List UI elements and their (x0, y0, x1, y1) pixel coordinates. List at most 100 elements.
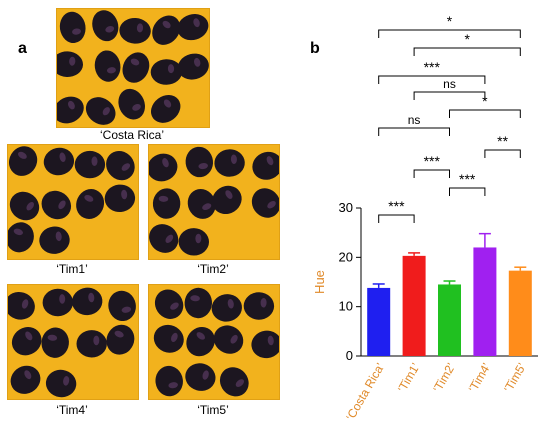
corn-kernel (149, 224, 179, 253)
corn-kernel (11, 327, 42, 356)
bar (367, 287, 391, 356)
caption-tim2: ‘Tim2’ (197, 262, 229, 276)
significance-bracket (378, 75, 486, 84)
significance-label: ns (408, 113, 421, 127)
significance-label: ns (443, 77, 456, 91)
photo-tim1 (7, 144, 139, 260)
significance-label: * (482, 93, 488, 109)
panel-b-label: b (310, 40, 320, 57)
corn-kernel (104, 184, 136, 213)
corn-kernel (41, 190, 72, 220)
corn-kernel (149, 153, 178, 182)
corn-kernel (85, 97, 116, 125)
significance-label: ** (497, 133, 508, 149)
corn-kernel (213, 325, 244, 354)
bar (438, 284, 461, 356)
x-tick-label: ‘Tim2’ (430, 361, 458, 395)
corn-kernel (72, 287, 103, 316)
caption-tim4: ‘Tim4’ (56, 403, 88, 417)
corn-kernel (184, 287, 213, 319)
y-tick-label: 0 (346, 348, 353, 363)
bar (402, 255, 426, 356)
corn-kernel (187, 188, 216, 219)
corn-kernel (185, 363, 216, 391)
photo-tim2 (148, 144, 280, 260)
significance-bracket (378, 127, 450, 136)
corn-kernel (251, 188, 279, 218)
y-tick-label: 10 (339, 299, 353, 314)
photo-costa-rica (56, 8, 210, 128)
corn-kernel (9, 146, 38, 176)
significance-bracket (378, 29, 521, 38)
corn-kernel (155, 365, 183, 397)
corn-kernel (252, 151, 279, 180)
corn-kernel (8, 222, 34, 253)
corn-kernel (122, 52, 150, 83)
significance-bracket (449, 109, 521, 118)
corn-kernel (219, 367, 249, 397)
corn-kernel (118, 88, 145, 120)
corn-kernel (152, 188, 181, 219)
significance-bracket (413, 169, 450, 178)
corn-kernel (152, 15, 181, 45)
corn-kernel (150, 59, 183, 85)
corn-kernel (211, 294, 242, 322)
corn-kernel (43, 147, 75, 176)
x-tick-label: ‘Tim5’ (501, 361, 529, 395)
corn-kernel (214, 149, 245, 177)
corn-kernel (106, 150, 135, 181)
corn-kernel (9, 191, 40, 221)
significance-label: *** (424, 59, 441, 75)
corn-kernel (76, 189, 105, 219)
significance-label: * (464, 31, 470, 47)
corn-kernel (59, 11, 86, 44)
corn-kernel (42, 288, 73, 317)
x-tick-label: ‘Tim1’ (395, 361, 423, 395)
caption-costa-rica: ‘Costa Rica’ (99, 128, 165, 142)
corn-kernel (154, 289, 184, 319)
corn-kernel (177, 14, 209, 41)
corn-kernel (212, 185, 242, 215)
corn-kernel (153, 324, 184, 353)
corn-kernel (39, 226, 70, 254)
corn-kernel (74, 150, 106, 179)
significance-label: *** (424, 153, 441, 169)
corn-kernel (10, 365, 41, 394)
corn-kernel (106, 324, 135, 355)
corn-kernel (251, 330, 279, 359)
y-axis-label: Hue (312, 270, 327, 294)
x-tick-label: ‘Tim4’ (466, 361, 494, 395)
corn-kernel (41, 327, 69, 358)
hue-bar-chart: 0 10 20 30 Hue ‘Costa Rica’ ‘Tim1’ ‘Tim2’ ‘Tim4’… (312, 13, 538, 423)
corn-kernel (45, 369, 77, 398)
corn-kernel (178, 228, 209, 256)
significance-bracket (484, 149, 521, 158)
significance-label: * (447, 13, 453, 29)
corn-kernel (57, 51, 83, 78)
significance-label: *** (459, 171, 476, 187)
corn-kernel (57, 96, 84, 124)
y-tick-label: 20 (339, 249, 353, 264)
photo-tim4 (7, 284, 139, 400)
bar (473, 247, 497, 356)
significance-bracket (449, 187, 486, 196)
corn-kernel (150, 94, 181, 123)
corn-kernel (119, 17, 151, 44)
corn-kernel (8, 291, 35, 320)
caption-tim5: ‘Tim5’ (197, 403, 229, 417)
corn-kernel (76, 330, 107, 358)
significance-bracket (413, 47, 521, 56)
corn-kernel (94, 50, 121, 82)
significance-bracket (378, 214, 415, 223)
corn-kernel (92, 10, 119, 42)
photo-tim5 (148, 284, 280, 400)
significance-bracket (413, 91, 486, 100)
corn-kernel (108, 290, 136, 322)
caption-tim1: ‘Tim1’ (56, 262, 88, 276)
bar (508, 270, 532, 356)
x-tick-label: ‘Costa Rica’ (343, 361, 387, 423)
panel-a-label: a (18, 40, 27, 57)
corn-kernel (185, 146, 214, 178)
corn-kernel (186, 326, 215, 357)
corn-kernel (243, 292, 275, 320)
